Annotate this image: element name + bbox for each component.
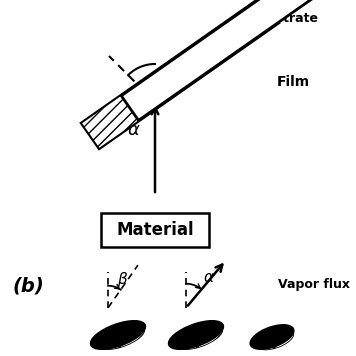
- Ellipse shape: [250, 325, 294, 349]
- Ellipse shape: [176, 325, 222, 350]
- Text: α: α: [127, 121, 139, 139]
- Polygon shape: [81, 0, 279, 149]
- Text: Vapor flux: Vapor flux: [278, 278, 350, 291]
- FancyBboxPatch shape: [101, 213, 209, 247]
- Text: (b): (b): [12, 277, 44, 295]
- Text: Material: Material: [116, 221, 194, 239]
- Text: Film: Film: [277, 75, 310, 89]
- Ellipse shape: [98, 325, 145, 350]
- Ellipse shape: [168, 321, 224, 349]
- Ellipse shape: [90, 321, 146, 349]
- Text: α: α: [203, 270, 213, 285]
- Text: Substrate: Substrate: [249, 12, 318, 25]
- Polygon shape: [121, 0, 319, 120]
- Text: β: β: [117, 272, 127, 287]
- Ellipse shape: [257, 329, 294, 350]
